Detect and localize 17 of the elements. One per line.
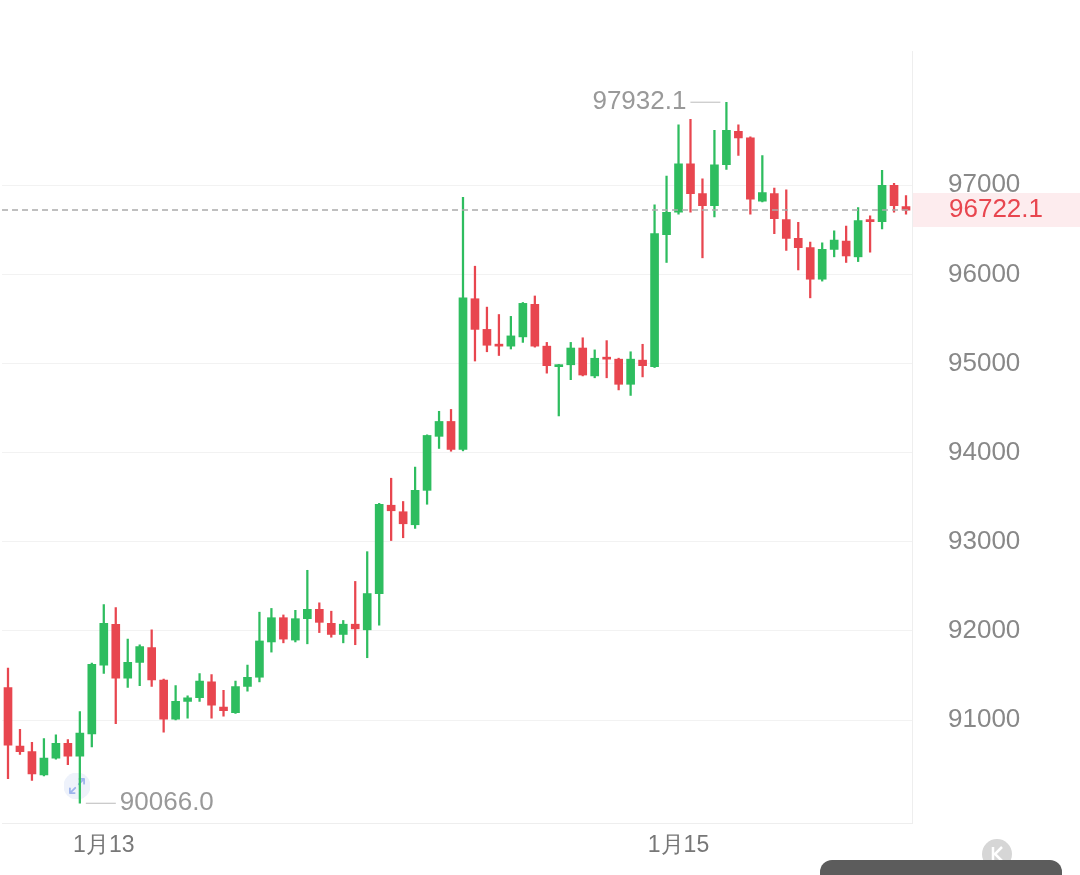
candlestick [686,118,695,213]
y-tick-label: 95000 [948,346,1021,377]
y-tick-label: 93000 [948,524,1021,555]
y-tick-label: 92000 [948,614,1021,645]
x-tick-label: 1月15 [647,830,710,857]
candlestick [638,343,647,378]
annotation: 97932.1 [592,85,687,116]
candlestick [734,124,743,156]
candlestick [698,178,707,259]
y-tick-label: 94000 [948,435,1021,466]
candlestick [662,175,671,263]
y-tick-label: 91000 [948,703,1021,734]
candlestick [219,689,228,717]
candlestick [183,695,192,719]
annotation: 90066.0 [119,786,214,817]
y-tick-label: 96000 [948,257,1021,288]
x-tick-label: 1月13 [73,830,135,857]
